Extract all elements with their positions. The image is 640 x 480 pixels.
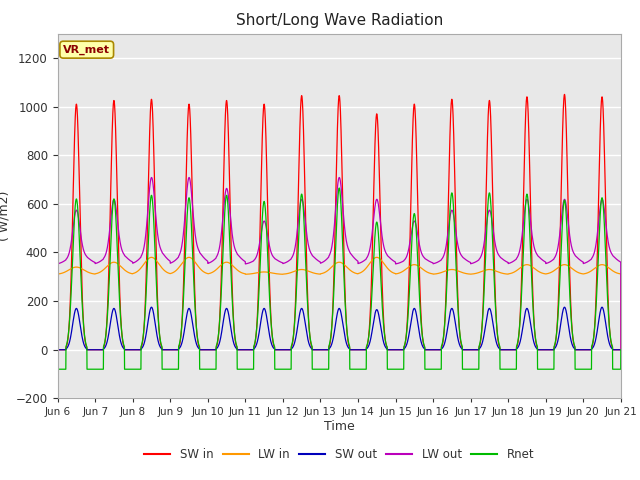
LW out (481, 232, 489, 238)
Y-axis label: ( W/m2): ( W/m2) (0, 191, 10, 241)
LW out (617, 347, 625, 353)
LW out (593, 232, 601, 238)
Rnet (465, 366, 473, 372)
SW in (465, 347, 473, 353)
SW out (54, 347, 61, 353)
Line: SW in: SW in (58, 95, 621, 350)
SW in (593, 257, 601, 263)
Line: LW in: LW in (58, 257, 621, 350)
LW in (593, 264, 601, 269)
Legend: SW in, LW in, SW out, LW out, Rnet: SW in, LW in, SW out, LW out, Rnet (140, 443, 539, 466)
LW in (586, 269, 594, 275)
Rnet (617, 347, 625, 353)
LW out (245, 260, 253, 266)
SW in (245, 347, 253, 353)
Rnet (54, 366, 61, 372)
LW in (321, 270, 328, 276)
SW in (320, 347, 328, 353)
X-axis label: Time: Time (324, 420, 355, 433)
SW out (465, 347, 473, 353)
SW in (617, 347, 625, 353)
LW out (321, 258, 328, 264)
SW in (561, 92, 568, 97)
SW in (586, 347, 594, 353)
LW in (465, 271, 473, 277)
Rnet (335, 185, 343, 191)
SW out (617, 347, 625, 353)
Rnet (320, 366, 328, 372)
Line: Rnet: Rnet (58, 188, 621, 369)
Rnet (481, 262, 489, 268)
LW in (617, 347, 625, 353)
Rnet (593, 281, 601, 287)
Text: VR_met: VR_met (63, 45, 110, 55)
Title: Short/Long Wave Radiation: Short/Long Wave Radiation (236, 13, 443, 28)
Line: LW out: LW out (58, 178, 621, 350)
SW in (54, 347, 61, 353)
SW out (593, 329, 601, 335)
SW out (481, 325, 489, 331)
LW in (148, 254, 156, 260)
SW in (481, 234, 489, 240)
LW out (586, 257, 594, 263)
LW out (54, 261, 61, 266)
Rnet (586, 366, 594, 372)
Line: SW out: SW out (58, 307, 621, 350)
SW out (586, 347, 594, 353)
LW in (481, 267, 489, 273)
LW out (148, 175, 156, 180)
SW out (245, 347, 253, 353)
SW out (320, 347, 328, 353)
Rnet (245, 366, 253, 372)
LW in (245, 271, 253, 277)
SW out (598, 304, 606, 310)
LW out (465, 259, 473, 265)
LW in (54, 271, 61, 277)
